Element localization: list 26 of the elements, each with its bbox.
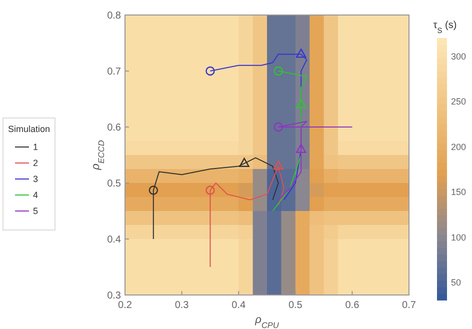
color-bar-label: 50: [451, 277, 462, 288]
legend-label: 5: [33, 206, 38, 216]
color-bar-label: 200: [451, 142, 466, 152]
color-bar-label: 100: [451, 232, 466, 242]
color-bar-title: τ$_{S}$ (s): [433, 20, 457, 34]
x-tick-label: 0.4: [232, 300, 246, 311]
x-tick-label: 0.3: [174, 300, 190, 311]
x-tick-label: 0.2: [118, 300, 132, 311]
x-tick-label: 0.6: [345, 300, 360, 311]
legend-label: 4: [33, 190, 38, 200]
legend-label: 1: [33, 142, 38, 152]
x-tick-label: 0.5: [288, 300, 303, 311]
x-axis-title: ρ$_{CPU}$: [254, 314, 279, 329]
y-tick-label: 0.7: [107, 66, 122, 78]
x-tick-label: 0.7: [402, 300, 416, 311]
y-tick-label: 0.6: [107, 122, 122, 134]
legend-label: 3: [33, 174, 38, 184]
legend-title: Simulation: [8, 124, 50, 134]
legend-label: 2: [33, 158, 38, 168]
color-bar-label: 300: [451, 52, 466, 62]
y-tick-label: 0.4: [107, 234, 122, 246]
y-tick-label: 0.8: [107, 10, 122, 22]
color-bar-label: 150: [451, 187, 466, 198]
color-bar-label: 250: [451, 96, 466, 107]
y-tick-label: 0.3: [107, 290, 122, 302]
y-tick-label: 0.5: [107, 178, 122, 190]
